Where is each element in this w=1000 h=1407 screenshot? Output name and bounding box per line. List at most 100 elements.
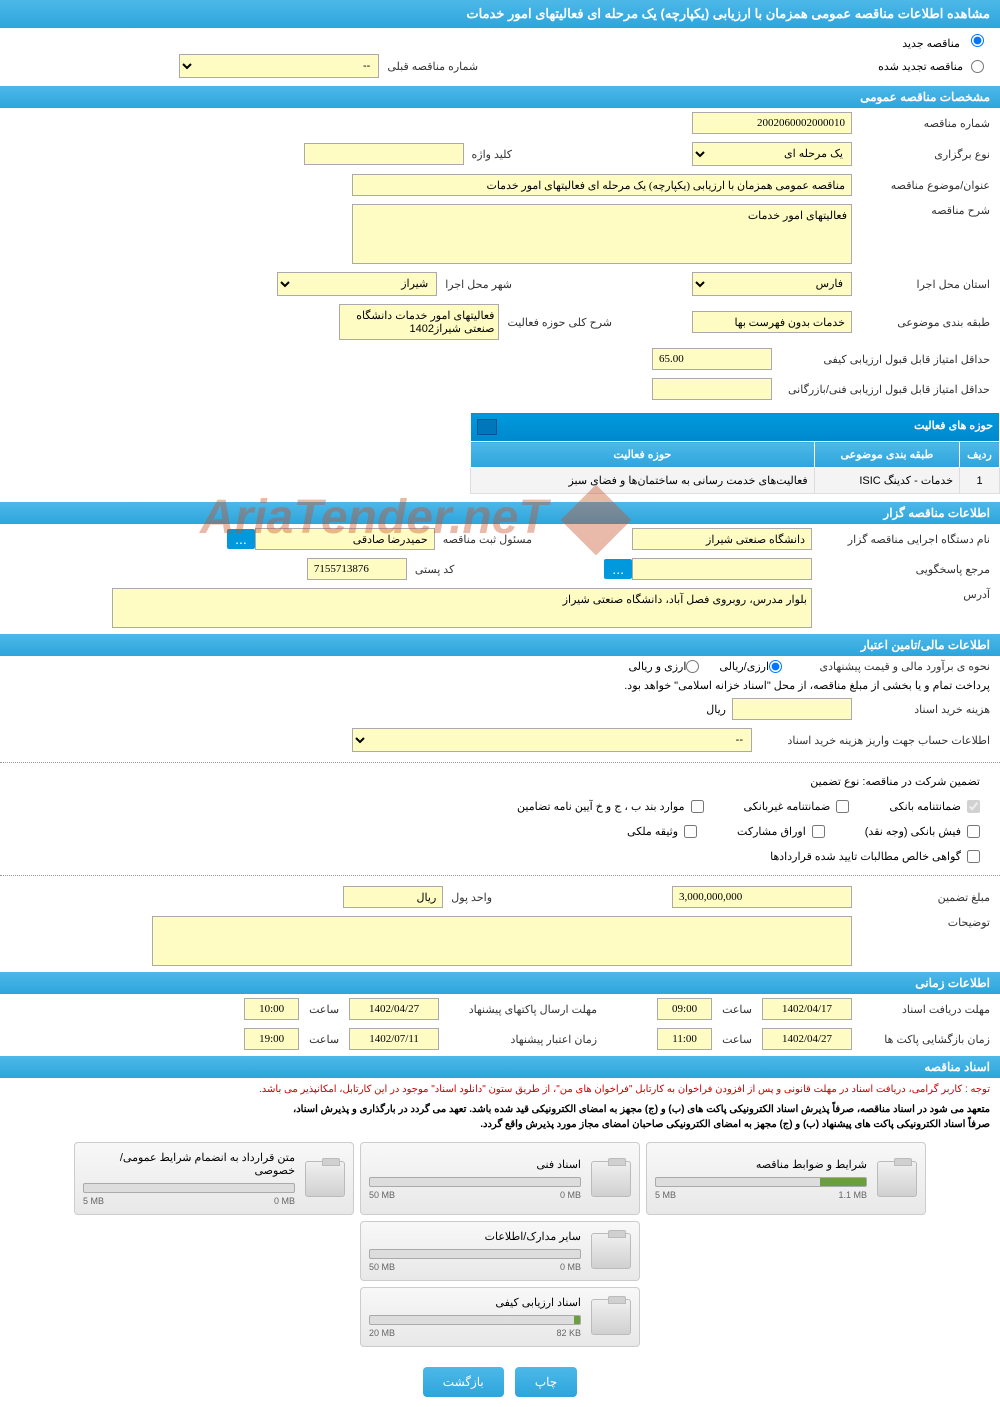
account-select[interactable]: -- <box>352 728 752 752</box>
file-title: اسناد فنی <box>369 1158 581 1171</box>
warning-text-2: متعهد می شود در اسناد مناقصه، صرفاً پذیر… <box>0 1102 1000 1117</box>
prev-number-select[interactable]: -- <box>179 54 379 78</box>
folder-icon <box>591 1233 631 1269</box>
province-label: استان محل اجرا <box>860 278 990 291</box>
file-card-contract[interactable]: متن قرارداد به انضمام شرایط عمومی/خصوصی … <box>74 1142 354 1215</box>
postal-label: کد پستی <box>415 563 454 576</box>
file-total: 50 MB <box>369 1262 395 1272</box>
class-label: طبقه بندی موضوعی <box>860 316 990 329</box>
folder-icon <box>877 1161 917 1197</box>
keyword-input[interactable] <box>304 143 464 165</box>
activity-desc-label: شرح کلی حوزه فعالیت <box>507 316 612 329</box>
guarantee-amount-label: مبلغ تضمین <box>860 891 990 904</box>
time-label-3: ساعت <box>722 1033 752 1046</box>
class-input[interactable] <box>692 311 852 333</box>
ref-input[interactable] <box>632 558 812 580</box>
subject-input[interactable] <box>352 174 852 196</box>
file-card-quality[interactable]: اسناد ارزیابی کیفی 20 MB 82 KB <box>360 1287 640 1347</box>
file-total: 20 MB <box>369 1328 395 1338</box>
cb-cases-label: موارد بند ب ، ج و خ آیین نامه تضامین <box>517 800 684 813</box>
receive-time-input[interactable] <box>657 998 712 1020</box>
cb-property[interactable] <box>684 825 697 838</box>
type-select[interactable]: یک مرحله ای <box>692 142 852 166</box>
progress-fill <box>574 1316 580 1324</box>
radio-renewed-tender[interactable] <box>971 60 984 73</box>
valid-date-input[interactable] <box>349 1028 439 1050</box>
folder-icon <box>591 1299 631 1335</box>
file-used: 82 KB <box>556 1328 581 1338</box>
cb-cases[interactable] <box>691 800 704 813</box>
receive-date-input[interactable] <box>762 998 852 1020</box>
responsible-more-button[interactable]: ... <box>227 529 255 549</box>
activity-table-title: حوزه های فعالیت <box>914 420 993 432</box>
send-date-input[interactable] <box>349 998 439 1020</box>
cb-claims-label: گواهی خالص مطالبات تایید شده قراردادها <box>770 850 961 863</box>
radio-both[interactable] <box>686 660 699 673</box>
section-general-specs: مشخصات مناقصه عمومی <box>0 86 1000 108</box>
file-total: 5 MB <box>655 1190 676 1200</box>
keyword-label: کلید واژه <box>472 148 512 161</box>
tender-no-input[interactable] <box>692 112 852 134</box>
section-documents: اسناد مناقصه <box>0 1056 1000 1078</box>
doc-cost-input[interactable] <box>732 698 852 720</box>
responsible-input[interactable] <box>255 528 435 550</box>
radio-renewed-tender-label: مناقصه تجدید شده <box>878 60 963 73</box>
org-label: نام دستگاه اجرایی مناقصه گزار <box>820 533 990 546</box>
min-tech-input[interactable] <box>652 378 772 400</box>
section-timing: اطلاعات زمانی <box>0 972 1000 994</box>
desc-textarea[interactable] <box>352 204 852 264</box>
province-select[interactable]: فارس <box>692 272 852 296</box>
cell-class: خدمات - کدینگ ISIC <box>814 468 959 494</box>
account-label: اطلاعات حساب جهت واریز هزینه خرید اسناد <box>760 734 990 747</box>
ref-more-button[interactable]: ... <box>604 559 632 579</box>
col-activity: حوزه فعالیت <box>471 442 815 468</box>
postal-input[interactable] <box>307 558 407 580</box>
cb-claims[interactable] <box>967 850 980 863</box>
file-title: سایر مدارک/اطلاعات <box>369 1230 581 1243</box>
responsible-label: مسئول ثبت مناقصه <box>443 533 532 546</box>
radio-new-tender[interactable] <box>971 34 984 47</box>
time-label-1: ساعت <box>722 1003 752 1016</box>
prev-number-label: شماره مناقصه قبلی <box>387 60 478 73</box>
cb-bonds[interactable] <box>812 825 825 838</box>
desc-label: شرح مناقصه <box>860 204 990 217</box>
print-button[interactable]: چاپ <box>515 1367 577 1397</box>
address-textarea[interactable] <box>112 588 812 628</box>
col-class: طبقه بندی موضوعی <box>814 442 959 468</box>
ref-label: مرجع پاسخگویی <box>820 563 990 576</box>
file-card-technical[interactable]: اسناد فنی 50 MB0 MB <box>360 1142 640 1215</box>
guarantee-type-label: تضمین شرکت در مناقصه: نوع تضمین <box>0 769 1000 794</box>
org-input[interactable] <box>632 528 812 550</box>
unit-input[interactable] <box>343 886 443 908</box>
file-total: 50 MB <box>369 1190 395 1200</box>
city-select[interactable]: شیراز <box>277 272 437 296</box>
file-title: اسناد ارزیابی کیفی <box>369 1296 581 1309</box>
activity-desc-textarea[interactable] <box>339 304 499 340</box>
subject-label: عنوان/موضوع مناقصه <box>860 179 990 192</box>
open-date-input[interactable] <box>762 1028 852 1050</box>
min-quality-input[interactable] <box>652 348 772 370</box>
cell-activity: فعالیت‌های خدمت رسانی به ساختمان‌ها و فض… <box>471 468 815 494</box>
guarantee-amount-input[interactable] <box>672 886 852 908</box>
cb-bank[interactable] <box>967 800 980 813</box>
min-quality-label: حداقل امتیاز قابل قبول ارزیابی کیفی <box>780 353 990 366</box>
cb-property-label: وثیقه ملکی <box>627 825 678 838</box>
valid-time-input[interactable] <box>244 1028 299 1050</box>
currency-label: ریال <box>706 703 726 716</box>
back-button[interactable]: بازگشت <box>423 1367 504 1397</box>
file-card-conditions[interactable]: شرایط و ضوابط مناقصه 5 MB1.1 MB <box>646 1142 926 1215</box>
send-time-input[interactable] <box>244 998 299 1020</box>
file-card-other[interactable]: سایر مدارک/اطلاعات 50 MB0 MB <box>360 1221 640 1281</box>
cb-cash-label: فیش بانکی (وجه نقد) <box>865 825 961 838</box>
table-row: 1 خدمات - کدینگ ISIC فعالیت‌های خدمت رسا… <box>471 468 1000 494</box>
cb-nonbank[interactable] <box>836 800 849 813</box>
minimize-icon[interactable] <box>477 419 497 435</box>
open-time-input[interactable] <box>657 1028 712 1050</box>
radio-rial[interactable] <box>769 660 782 673</box>
unit-label: واحد پول <box>451 891 492 904</box>
valid-label: زمان اعتبار پیشنهاد <box>447 1033 597 1046</box>
address-label: آدرس <box>820 588 990 601</box>
cell-num: 1 <box>960 468 1000 494</box>
cb-cash[interactable] <box>967 825 980 838</box>
notes-textarea[interactable] <box>152 916 852 966</box>
